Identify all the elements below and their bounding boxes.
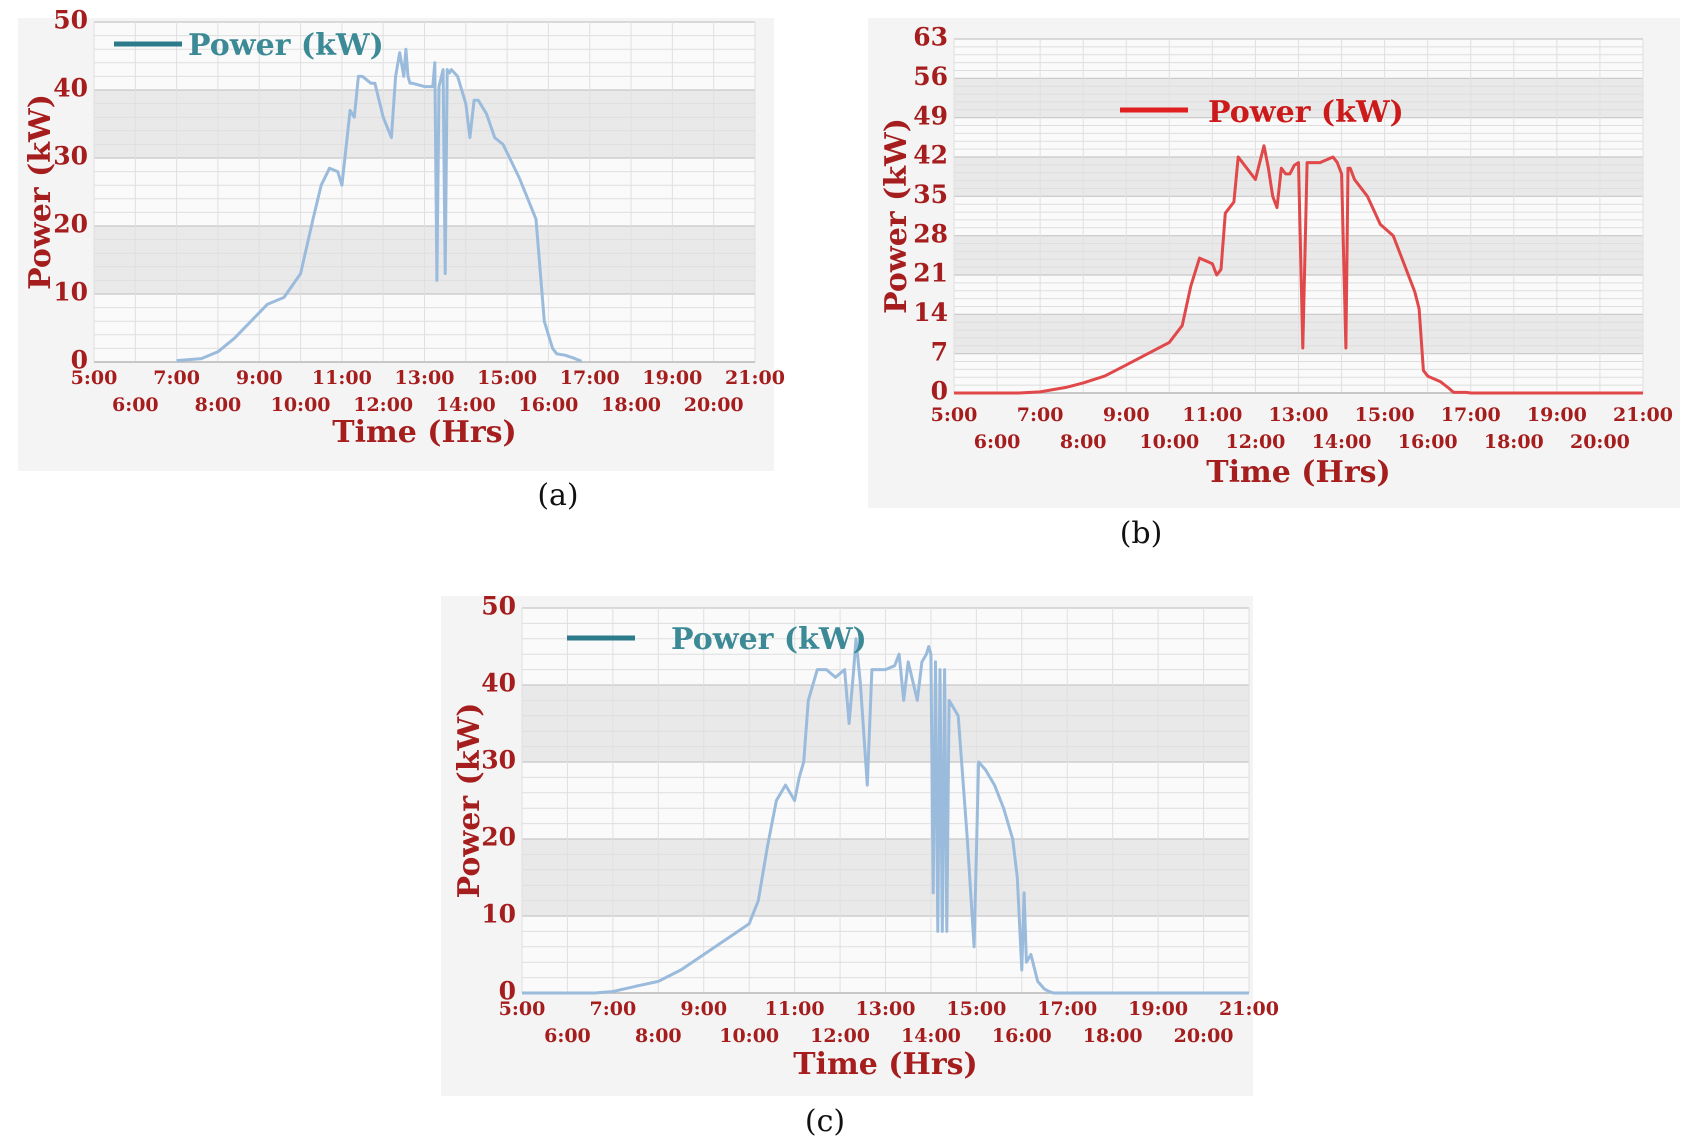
chart-a-svg: 0 10 20 30 40 50 5:00 7:00 9:00 11:00 13:00 15:00 17… (23, 6, 785, 450)
x-tick-label: 21:00 (725, 367, 785, 389)
x-axis-title: Time (Hrs) (332, 415, 516, 450)
y-tick-label: 56 (913, 62, 948, 91)
x-tick-label: 15:00 (946, 998, 1006, 1020)
x-tick-label: 6:00 (544, 1025, 591, 1047)
y-tick-label: 20 (481, 823, 516, 852)
x-axis-title: Time (Hrs) (1206, 455, 1390, 490)
x-tick-label: 5:00 (499, 998, 546, 1020)
x-tick-label: 15:00 (1355, 404, 1415, 426)
x-tick-label: 13:00 (856, 998, 916, 1020)
legend-label: Power (kW) (1208, 95, 1404, 130)
series-line (954, 144, 1643, 395)
x-tick-label: 13:00 (1269, 404, 1329, 426)
x-tick-label: 18:00 (1083, 1025, 1143, 1047)
y-axis-title: Power (kW) (23, 94, 58, 290)
chart-panel-b: 0 7 14 21 28 35 42 49 56 63 5:00 7:00 9:00 11:00 13:00… (868, 18, 1680, 508)
x-tick-label: 16:00 (1398, 431, 1458, 453)
y-tick-label: 42 (913, 141, 948, 170)
x-tick-label: 9:00 (680, 998, 727, 1020)
y-tick-label: 35 (913, 180, 948, 209)
legend-label: Power (kW) (671, 622, 867, 657)
chart-c-svg: 0 10 20 30 40 50 5:00 7:00 9:00 11:00 13:00 15:00 17… (452, 592, 1279, 1082)
x-tick-label: 7:00 (590, 998, 637, 1020)
x-tick-label: 6:00 (112, 394, 159, 416)
y-axis-title: Power (kW) (879, 118, 914, 314)
x-tick-label: 20:00 (684, 394, 744, 416)
caption-a: (a) (537, 478, 579, 513)
x-tick-label: 17:00 (560, 367, 620, 389)
x-tick-label: 13:00 (395, 367, 455, 389)
x-tick-label: 11:00 (1182, 404, 1242, 426)
x-tick-label: 17:00 (1441, 404, 1501, 426)
y-tick-label: 20 (53, 210, 88, 239)
series-line (522, 637, 1249, 995)
x-tick-label: 8:00 (1060, 431, 1107, 453)
legend-label: Power (kW) (188, 28, 384, 63)
y-tick-label: 30 (481, 746, 516, 775)
y-axis-title: Power (kW) (452, 703, 487, 899)
x-tick-label: 14:00 (901, 1025, 961, 1047)
x-tick-label: 9:00 (1103, 404, 1150, 426)
chart-panel-a: 0 10 20 30 40 50 5:00 7:00 9:00 11:00 13:00 15:00 17… (18, 6, 785, 471)
x-tick-label: 16:00 (992, 1025, 1052, 1047)
y-tick-label: 49 (913, 101, 948, 130)
chart-b-svg: 0 7 14 21 28 35 42 49 56 63 5:00 7:00 9:00 11:00 13:00… (879, 23, 1673, 490)
x-tick-label: 6:00 (974, 431, 1021, 453)
x-axis-title: Time (Hrs) (793, 1047, 977, 1082)
chart-panel-c: 0 10 20 30 40 50 5:00 7:00 9:00 11:00 13:00 15:00 17… (441, 592, 1279, 1096)
y-tick-label: 30 (53, 142, 88, 171)
y-tick-label: 7 (931, 337, 948, 366)
x-tick-label: 21:00 (1613, 404, 1673, 426)
y-tick-label: 50 (481, 592, 516, 621)
x-tick-label: 9:00 (236, 367, 283, 389)
series-line (176, 47, 583, 363)
x-tick-label: 15:00 (477, 367, 537, 389)
y-tick-label: 0 (499, 977, 516, 1006)
x-tick-label: 12:00 (1225, 431, 1285, 453)
x-tick-label: 10:00 (271, 394, 331, 416)
y-tick-label: 40 (481, 669, 516, 698)
x-tick-label: 7:00 (153, 367, 200, 389)
x-tick-label: 20:00 (1570, 431, 1630, 453)
y-tick-label: 14 (913, 298, 948, 327)
caption-b: (b) (1119, 516, 1163, 551)
y-tick-label: 0 (931, 377, 948, 406)
x-tick-label: 5:00 (71, 367, 118, 389)
x-tick-label: 20:00 (1174, 1025, 1234, 1047)
x-tick-label: 8:00 (635, 1025, 682, 1047)
x-tick-label: 19:00 (1128, 998, 1188, 1020)
x-tick-label: 19:00 (642, 367, 702, 389)
x-tick-label: 19:00 (1527, 404, 1587, 426)
x-tick-label: 11:00 (765, 998, 825, 1020)
y-tick-label: 63 (913, 23, 948, 52)
x-tick-label: 10:00 (1139, 431, 1199, 453)
y-tick-label: 40 (53, 74, 88, 103)
caption-c: (c) (804, 1104, 846, 1139)
y-tick-label: 28 (913, 219, 948, 248)
x-tick-label: 17:00 (1037, 998, 1097, 1020)
x-tick-label: 12:00 (810, 1025, 870, 1047)
x-tick-label: 16:00 (518, 394, 578, 416)
y-tick-label: 10 (53, 278, 88, 307)
x-tick-label: 10:00 (719, 1025, 779, 1047)
y-tick-label: 10 (481, 900, 516, 929)
y-tick-label: 50 (53, 6, 88, 35)
x-tick-label: 18:00 (601, 394, 661, 416)
y-tick-label: 21 (913, 259, 948, 288)
x-tick-label: 14:00 (1312, 431, 1372, 453)
x-tick-label: 5:00 (931, 404, 978, 426)
x-tick-label: 12:00 (353, 394, 413, 416)
x-tick-label: 11:00 (312, 367, 372, 389)
x-tick-label: 8:00 (195, 394, 242, 416)
x-tick-label: 18:00 (1484, 431, 1544, 453)
y-tick-label: 0 (71, 346, 88, 375)
x-tick-label: 21:00 (1219, 998, 1279, 1020)
x-tick-label: 7:00 (1017, 404, 1064, 426)
x-tick-label: 14:00 (436, 394, 496, 416)
